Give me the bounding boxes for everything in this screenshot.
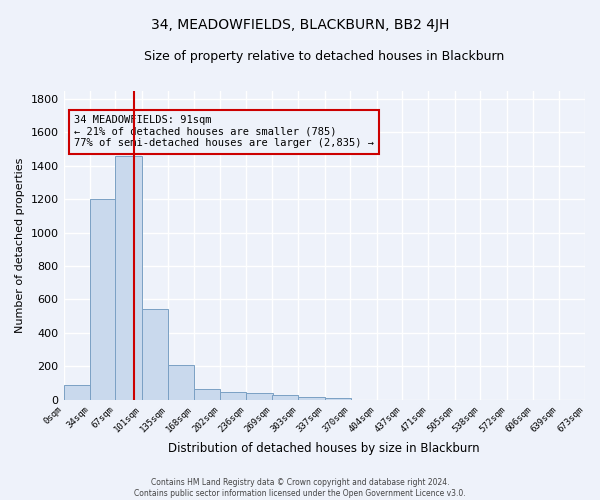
Bar <box>64 384 90 400</box>
Text: 34 MEADOWFIELDS: 91sqm
← 21% of detached houses are smaller (785)
77% of semi-de: 34 MEADOWFIELDS: 91sqm ← 21% of detached… <box>74 116 374 148</box>
Bar <box>115 156 142 400</box>
Y-axis label: Number of detached properties: Number of detached properties <box>15 158 25 333</box>
X-axis label: Distribution of detached houses by size in Blackburn: Distribution of detached houses by size … <box>169 442 480 455</box>
Text: 34, MEADOWFIELDS, BLACKBURN, BB2 4JH: 34, MEADOWFIELDS, BLACKBURN, BB2 4JH <box>151 18 449 32</box>
Title: Size of property relative to detached houses in Blackburn: Size of property relative to detached ho… <box>144 50 505 63</box>
Text: Contains HM Land Registry data © Crown copyright and database right 2024.
Contai: Contains HM Land Registry data © Crown c… <box>134 478 466 498</box>
Bar <box>142 310 168 400</box>
Bar <box>194 389 220 400</box>
Bar <box>220 392 247 400</box>
Bar <box>298 397 325 400</box>
Bar <box>272 395 298 400</box>
Bar <box>325 398 351 400</box>
Bar <box>247 394 273 400</box>
Bar <box>168 366 194 400</box>
Bar <box>90 199 116 400</box>
